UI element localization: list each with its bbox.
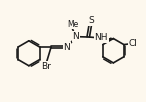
Text: Me: Me bbox=[67, 20, 78, 29]
Text: N: N bbox=[64, 43, 70, 52]
Text: Br: Br bbox=[41, 62, 51, 71]
Text: Cl: Cl bbox=[129, 39, 137, 48]
Text: N: N bbox=[72, 32, 79, 41]
Text: S: S bbox=[89, 16, 95, 25]
Text: NH: NH bbox=[94, 33, 108, 42]
